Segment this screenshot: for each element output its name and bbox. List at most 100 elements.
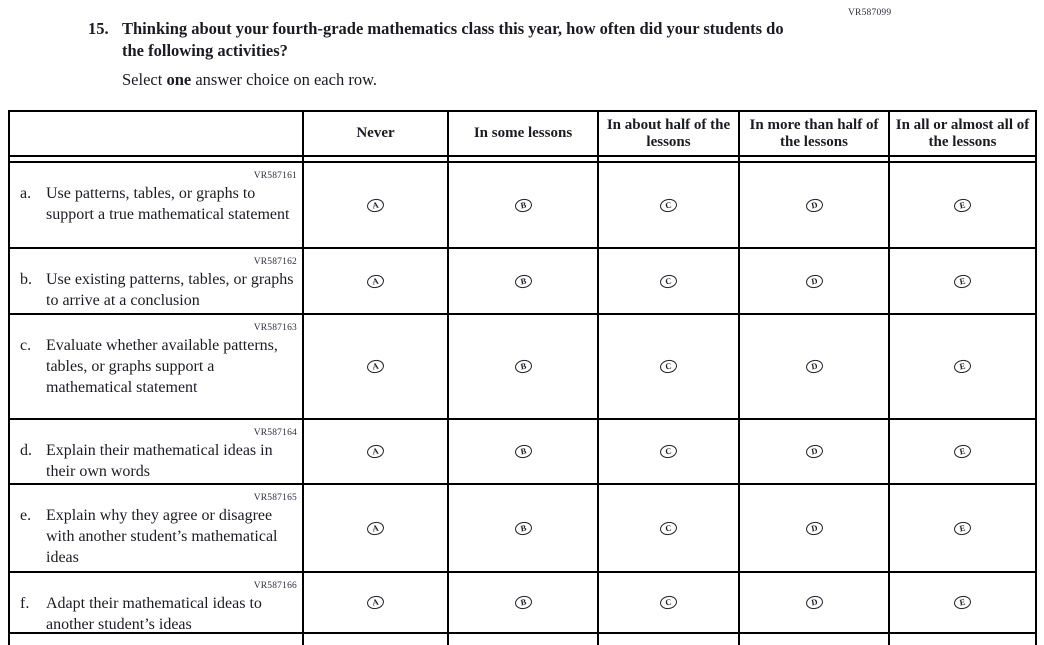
row-d-cell-never: A (304, 420, 449, 485)
header-divider (740, 157, 890, 163)
answer-bubble-c-E[interactable]: E (953, 358, 972, 375)
row-c-text: Evaluate whether available patterns, tab… (46, 337, 278, 396)
row-a-text: Use patterns, tables, or graphs to suppo… (46, 185, 290, 223)
row-f-cell-all: E (890, 573, 1035, 634)
answer-bubble-d-B[interactable]: B (513, 443, 533, 460)
row-e-letter: e. (20, 507, 32, 524)
instruction-bold-word: one (166, 70, 192, 89)
row-f-letter: f. (20, 595, 30, 612)
row-b-cell-about-half: C (599, 249, 740, 315)
answer-bubble-f-E[interactable]: E (953, 594, 972, 611)
answer-bubble-c-C[interactable]: C (659, 358, 678, 375)
answer-bubble-e-D[interactable]: D (804, 520, 824, 536)
table-cutoff-stub (449, 634, 599, 645)
answer-bubble-e-B[interactable]: B (513, 520, 533, 536)
instruction-prefix: Select (122, 70, 167, 89)
header-divider (10, 157, 304, 163)
row-e-cell-all: E (890, 485, 1035, 573)
row-f-cell-some: B (449, 573, 599, 634)
form-code: VR587099 (848, 8, 892, 18)
answer-bubble-d-A[interactable]: A (366, 443, 385, 460)
column-header-in-some-lessons: In some lessons (449, 112, 599, 157)
answer-bubble-a-B[interactable]: B (513, 197, 533, 213)
column-header-never: Never (304, 112, 449, 157)
answer-bubble-f-C[interactable]: C (659, 594, 678, 611)
answer-bubble-a-C[interactable]: C (659, 197, 678, 213)
answer-bubble-b-D[interactable]: D (804, 273, 824, 289)
table-cutoff-stub (304, 634, 449, 645)
column-header-more-than-half: In more than half of the lessons (740, 112, 890, 157)
instruction-suffix: answer choice on each row. (191, 70, 378, 89)
row-a-cell-about-half: C (599, 163, 740, 249)
row-a-cell-never: A (304, 163, 449, 249)
row-a-letter: a. (20, 185, 32, 202)
header-divider (304, 157, 449, 163)
row-a-cell-more-half: D (740, 163, 890, 249)
answer-bubble-c-A[interactable]: A (366, 358, 385, 375)
answer-bubble-a-D[interactable]: D (804, 197, 824, 213)
answer-bubble-f-D[interactable]: D (804, 594, 824, 611)
row-c-cell-some: B (449, 315, 599, 420)
row-e-label-cell: VR587165 e. Explain why they agree or dis… (10, 485, 304, 573)
row-d-cell-more-half: D (740, 420, 890, 485)
answer-bubble-b-A[interactable]: A (366, 273, 385, 289)
answer-bubble-f-A[interactable]: A (366, 594, 385, 611)
answer-bubble-b-B[interactable]: B (513, 273, 533, 289)
answer-bubble-c-B[interactable]: B (513, 358, 533, 375)
answer-bubble-d-C[interactable]: C (659, 443, 678, 460)
answer-bubble-b-C[interactable]: C (659, 273, 678, 289)
row-b-cell-all: E (890, 249, 1035, 315)
row-f-code: VR587166 (253, 581, 297, 591)
row-d-cell-about-half: C (599, 420, 740, 485)
row-b-label-cell: VR587162 b. Use existing patterns, tables… (10, 249, 304, 315)
answer-bubble-c-D[interactable]: D (804, 358, 824, 375)
header-divider (890, 157, 1035, 163)
row-b-cell-more-half: D (740, 249, 890, 315)
question-number: 15. (88, 19, 109, 38)
row-a-cell-all: E (890, 163, 1035, 249)
answer-bubble-f-B[interactable]: B (513, 594, 533, 611)
answer-bubble-e-A[interactable]: A (366, 520, 385, 536)
row-e-text: Explain why they agree or disagree with … (46, 507, 278, 566)
row-c-cell-never: A (304, 315, 449, 420)
row-a-cell-some: B (449, 163, 599, 249)
column-header-about-half: In about half of the lessons (599, 112, 740, 157)
question-15-matrix-table: Never In some lessons In about half of t… (8, 110, 1037, 645)
row-e-cell-more-half: D (740, 485, 890, 573)
row-f-label-cell: VR587166 f. Adapt their mathematical idea… (10, 573, 304, 634)
answer-bubble-e-E[interactable]: E (953, 520, 972, 536)
row-d-cell-all: E (890, 420, 1035, 485)
row-d-cell-some: B (449, 420, 599, 485)
row-c-cell-all: E (890, 315, 1035, 420)
table-cutoff-stub (10, 634, 304, 645)
row-e-cell-never: A (304, 485, 449, 573)
row-b-cell-never: A (304, 249, 449, 315)
table-cutoff-stub (890, 634, 1035, 645)
answer-bubble-b-E[interactable]: E (953, 273, 972, 289)
row-d-text: Explain their mathematical ideas in thei… (46, 442, 273, 480)
answer-bubble-a-E[interactable]: E (953, 197, 972, 213)
answer-bubble-d-E[interactable]: E (953, 443, 972, 460)
header-divider (599, 157, 740, 163)
answer-bubble-d-D[interactable]: D (804, 443, 824, 460)
row-b-cell-some: B (449, 249, 599, 315)
table-cutoff-stub (740, 634, 890, 645)
table-corner-cell (10, 112, 304, 157)
question-instruction: Select one answer choice on each row. (122, 70, 377, 90)
row-f-cell-about-half: C (599, 573, 740, 634)
row-f-text: Adapt their mathematical ideas to anothe… (46, 595, 262, 633)
row-d-code: VR587164 (253, 428, 297, 438)
row-f-cell-never: A (304, 573, 449, 634)
question-text: Thinking about your fourth-grade mathema… (122, 19, 784, 60)
row-c-label-cell: VR587163 c. Evaluate whether available pa… (10, 315, 304, 420)
row-e-code: VR587165 (253, 493, 297, 503)
row-e-cell-about-half: C (599, 485, 740, 573)
row-e-cell-some: B (449, 485, 599, 573)
column-header-all-or-almost-all: In all or almost all of the lessons (890, 112, 1035, 157)
row-f-cell-more-half: D (740, 573, 890, 634)
header-divider (449, 157, 599, 163)
table-cutoff-stub (599, 634, 740, 645)
row-c-cell-more-half: D (740, 315, 890, 420)
answer-bubble-e-C[interactable]: C (659, 520, 678, 536)
answer-bubble-a-A[interactable]: A (366, 197, 385, 213)
